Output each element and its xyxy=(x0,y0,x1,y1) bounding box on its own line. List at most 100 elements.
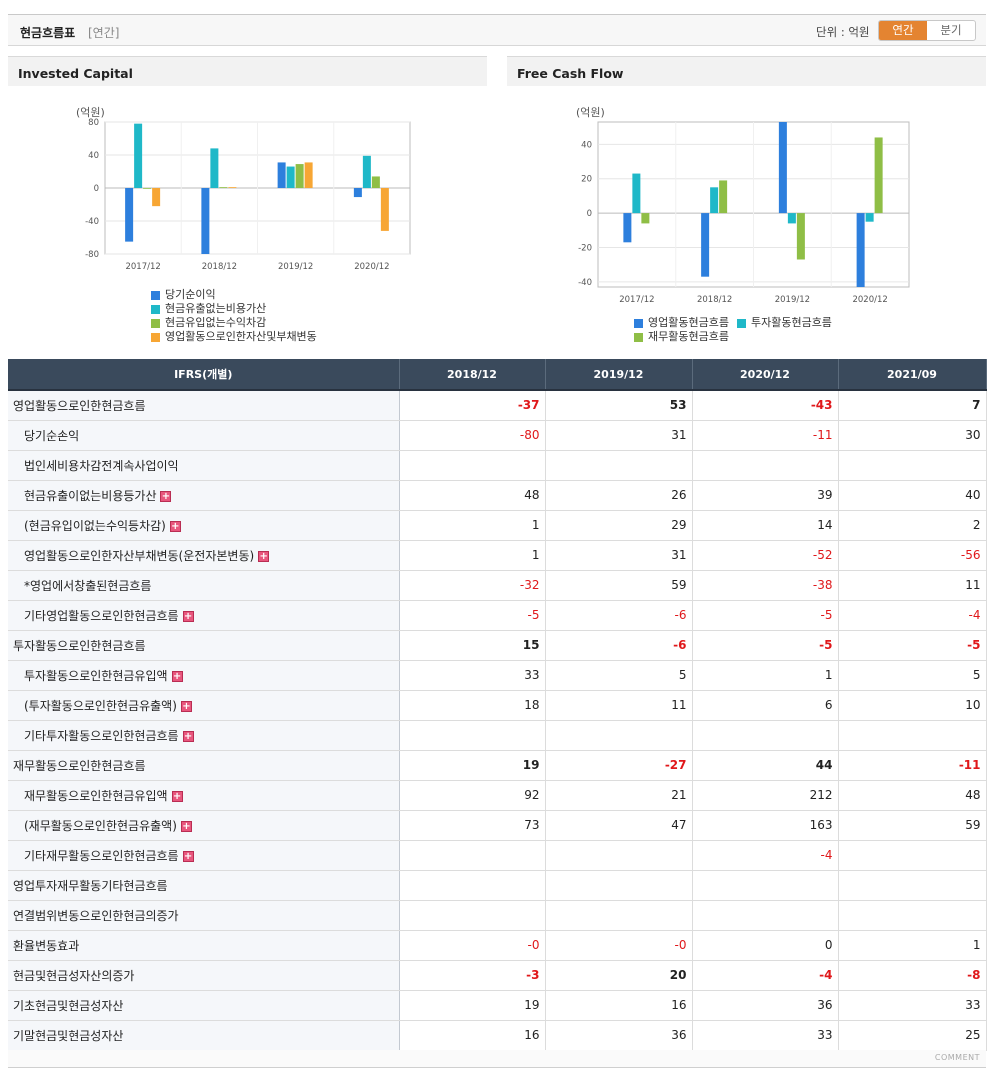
y-tick-label: -20 xyxy=(578,243,592,253)
column-header: 2020/12 xyxy=(692,359,839,391)
row-label-cell: 현금유출이없는비용등가산 + xyxy=(8,480,400,511)
bar xyxy=(380,188,389,231)
value-cell: -6 xyxy=(545,630,693,661)
value-cell xyxy=(545,870,693,901)
expand-plus-icon[interactable]: + xyxy=(180,820,192,832)
value-cell: -32 xyxy=(399,570,546,601)
value-cell: 33 xyxy=(692,1020,839,1051)
tab-annual[interactable]: 연간 xyxy=(879,21,927,40)
value-cell: 5 xyxy=(838,660,987,691)
row-label-cell: 당기순손익 xyxy=(8,420,400,451)
value-cell: -5 xyxy=(399,600,546,631)
row-label-cell: (현금유입이없는수익등차감) + xyxy=(8,510,400,541)
comment-toggle[interactable]: COMMENT xyxy=(934,1053,980,1062)
table-row: *영업에서창출된현금흐름 -32 59 -38 11 xyxy=(8,570,987,601)
expand-plus-icon[interactable]: + xyxy=(160,490,172,502)
x-tick-label: 2020/12 xyxy=(852,295,887,305)
value-cell: -5 xyxy=(692,600,839,631)
table-row: 투자활동으로인한현금흐름 15 -6 -5 -5 xyxy=(8,630,987,661)
value-cell: 16 xyxy=(399,1020,546,1051)
expand-plus-icon[interactable]: + xyxy=(171,790,183,802)
value-cell: 33 xyxy=(838,990,987,1021)
x-tick-label: 2018/12 xyxy=(202,262,237,272)
row-label-cell: 기초현금및현금성자산 xyxy=(8,990,400,1021)
expand-plus-icon[interactable]: + xyxy=(182,730,194,742)
legend-label: 현금유입없는수익차감 xyxy=(165,316,267,329)
value-cell xyxy=(399,900,546,931)
table-row: (투자활동으로인한현금유출액) +18 11 6 10 xyxy=(8,690,987,721)
expand-plus-icon[interactable]: + xyxy=(169,520,181,532)
value-cell: 73 xyxy=(399,810,546,841)
bar xyxy=(295,164,304,188)
bar xyxy=(632,173,641,214)
value-cell: -38 xyxy=(692,570,839,601)
bar xyxy=(371,176,380,188)
expand-plus-icon[interactable]: + xyxy=(182,850,194,862)
bar xyxy=(353,188,362,198)
legend-item: 영업활동으로인한자산및부채변동 xyxy=(151,330,317,344)
value-cell: 53 xyxy=(545,390,693,421)
bar xyxy=(304,162,313,188)
y-tick-label: 0 xyxy=(94,184,99,194)
value-cell: 40 xyxy=(838,480,987,511)
column-header: 2018/12 xyxy=(399,359,546,391)
free-cash-flow-chart: (억원) 40 20 0 -20 -40 2017/12 2018/12 2019/12 2020… xyxy=(576,106,910,305)
x-tick-label: 2019/12 xyxy=(278,262,313,272)
table-row: (재무활동으로인한현금유출액) +73 47 163 59 xyxy=(8,810,987,841)
expand-plus-icon[interactable]: + xyxy=(258,550,270,562)
bar xyxy=(228,187,237,188)
row-label-cell: 투자활동으로인한현금유입액 + xyxy=(8,660,400,691)
row-label-cell: (투자활동으로인한현금유출액) + xyxy=(8,690,400,721)
row-label-cell: 재무활동으로인한현금흐름 xyxy=(8,750,400,781)
legend-label: 현금유출없는비용가산 xyxy=(165,302,267,315)
value-cell xyxy=(692,720,839,751)
value-cell: 92 xyxy=(399,780,546,811)
value-cell: 59 xyxy=(545,570,693,601)
cash-flow-table: IFRS(개별) 2018/12 2019/12 2020/12 2021/09… xyxy=(8,359,987,1051)
expand-plus-icon[interactable]: + xyxy=(171,670,183,682)
table-row: 재무활동으로인한현금흐름 19 -27 44 -11 xyxy=(8,750,987,781)
table-row: 영업활동으로인한현금흐름 -37 53 -43 7 xyxy=(8,390,987,421)
invested-capital-panel: Invested Capital (억원) 80 40 0 -40 -80 2017/12 2… xyxy=(8,56,487,352)
legend-swatch xyxy=(151,304,160,314)
value-cell: 0 xyxy=(692,930,839,961)
value-cell: 19 xyxy=(399,750,546,781)
value-cell xyxy=(545,450,693,481)
value-cell: -3 xyxy=(399,960,546,991)
value-cell xyxy=(399,840,546,871)
value-cell: 5 xyxy=(545,660,693,691)
bar xyxy=(796,213,805,260)
y-tick-label: -40 xyxy=(85,217,99,227)
table-row: 기타영업활동으로인한현금흐름 + -5 -6 -5 -4 xyxy=(8,600,987,631)
legend-label: 영업활동현금흐름 xyxy=(648,316,729,329)
row-label-cell: (재무활동으로인한현금유출액) + xyxy=(8,810,400,841)
chart-title: Invested Capital xyxy=(8,56,487,86)
row-label: 투자활동으로인한현금유입액 xyxy=(24,668,168,683)
bar xyxy=(277,162,286,188)
value-cell: -80 xyxy=(399,420,546,451)
value-cell: 30 xyxy=(838,420,987,451)
x-tick-label: 2017/12 xyxy=(619,295,654,305)
row-label: 재무활동으로인한현금흐름 xyxy=(13,758,146,773)
legend-item: 재무활동현금흐름 xyxy=(634,330,729,344)
expand-plus-icon[interactable]: + xyxy=(182,610,194,622)
row-label: (현금유입이없는수익등차감) xyxy=(24,518,166,533)
expand-plus-icon[interactable]: + xyxy=(180,700,192,712)
value-cell: 1 xyxy=(399,540,546,571)
legend-swatch xyxy=(634,318,643,328)
row-label: 현금및현금성자산의증가 xyxy=(13,968,135,983)
row-label-cell: 법인세비용차감전계속사업이익 xyxy=(8,450,400,481)
bar xyxy=(134,123,143,188)
bar xyxy=(152,188,161,207)
value-cell: 10 xyxy=(838,690,987,721)
legend-swatch xyxy=(151,332,160,342)
value-cell xyxy=(399,720,546,751)
tab-quarterly[interactable]: 분기 xyxy=(940,23,962,37)
table-row: 기타투자활동으로인한현금흐름 + xyxy=(8,720,987,751)
row-label-cell: 기타투자활동으로인한현금흐름 + xyxy=(8,720,400,751)
y-tick-label: -40 xyxy=(578,278,592,288)
bar xyxy=(874,137,883,214)
y-tick-label: 20 xyxy=(581,175,592,185)
value-cell: 33 xyxy=(399,660,546,691)
value-cell: 15 xyxy=(399,630,546,661)
